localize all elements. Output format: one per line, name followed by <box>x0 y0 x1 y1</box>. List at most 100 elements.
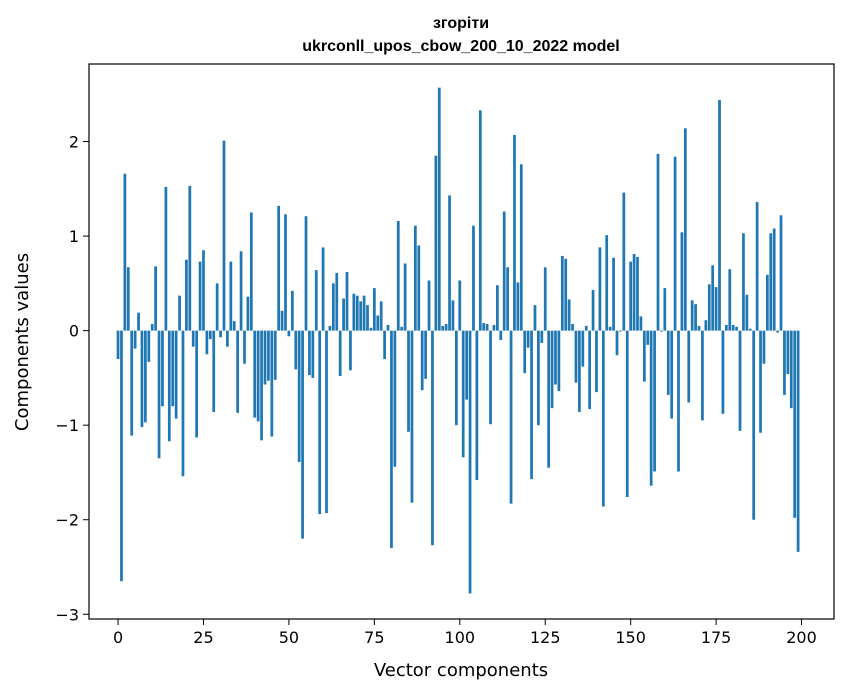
x-tick-label: 25 <box>193 628 213 647</box>
bar-110 <box>492 324 496 331</box>
x-tick-label: 0 <box>113 628 123 647</box>
bar-162 <box>670 330 674 419</box>
bar-45 <box>270 330 274 437</box>
bar-74 <box>369 327 373 331</box>
bar-86 <box>410 330 414 503</box>
bar-105 <box>475 330 479 481</box>
bar-57 <box>311 330 315 378</box>
bar-90 <box>424 330 427 379</box>
bar-106 <box>478 110 482 331</box>
bar-191 <box>769 233 773 331</box>
bar-172 <box>704 320 708 331</box>
bar-122 <box>533 305 537 331</box>
bar-158 <box>656 153 660 331</box>
bar-82 <box>396 220 400 331</box>
bar-173 <box>707 284 711 331</box>
bar-72 <box>362 295 366 331</box>
bar-184 <box>745 294 749 331</box>
bar-120 <box>526 330 530 348</box>
bar-87 <box>414 225 417 331</box>
bar-41 <box>256 330 260 422</box>
y-tick-label: 2 <box>69 133 79 152</box>
bar-190 <box>765 274 769 331</box>
bar-128 <box>554 330 557 385</box>
bar-169 <box>694 304 697 331</box>
chart-subtitle: ukrconll_upos_cbow_200_10_2022 model <box>302 38 619 55</box>
bar-76 <box>376 315 380 331</box>
x-tick-label: 175 <box>701 628 732 647</box>
bar-178 <box>724 324 728 331</box>
bar-20 <box>185 259 188 331</box>
bar-108 <box>485 324 489 331</box>
bar-60 <box>321 247 325 331</box>
bar-2 <box>123 173 127 331</box>
bar-155 <box>646 330 650 345</box>
bar-196 <box>786 330 790 375</box>
bar-44 <box>267 330 270 381</box>
bar-52 <box>294 330 298 370</box>
bar-10 <box>150 324 154 331</box>
bar-156 <box>649 330 653 486</box>
bar-16 <box>171 330 175 407</box>
bar-134 <box>574 330 578 383</box>
bar-84 <box>403 263 407 331</box>
bar-111 <box>496 285 499 331</box>
bar-85 <box>407 330 410 432</box>
bar-139 <box>591 289 595 331</box>
bar-42 <box>260 330 263 441</box>
bar-174 <box>711 265 715 331</box>
bar-95 <box>441 325 445 331</box>
bar-181 <box>735 326 738 331</box>
x-tick-label: 100 <box>445 628 476 647</box>
bar-199 <box>796 330 800 552</box>
bar-58 <box>314 270 318 331</box>
bar-54 <box>301 330 304 539</box>
x-tick-label: 50 <box>279 628 299 647</box>
bar-189 <box>762 330 766 364</box>
bar-66 <box>342 298 345 331</box>
bar-140 <box>595 330 598 393</box>
bar-7 <box>140 330 144 428</box>
bar-153 <box>639 316 643 331</box>
bar-168 <box>690 300 694 331</box>
bar-193 <box>776 330 779 333</box>
bar-24 <box>198 261 202 331</box>
bar-170 <box>697 325 701 331</box>
bar-88 <box>417 245 421 331</box>
bar-98 <box>451 300 455 331</box>
bar-30 <box>219 330 222 338</box>
bar-135 <box>578 330 581 412</box>
bar-96 <box>444 324 448 331</box>
bar-94 <box>437 87 441 331</box>
bar-19 <box>181 330 185 477</box>
bar-103 <box>468 330 472 594</box>
bar-118 <box>519 164 523 331</box>
y-tick-label: −2 <box>55 511 79 530</box>
bar-49 <box>284 214 287 331</box>
bar-159 <box>660 330 663 332</box>
bar-131 <box>564 258 568 331</box>
bar-124 <box>540 330 544 343</box>
bar-55 <box>304 216 308 331</box>
y-axis-label: Components values <box>12 253 33 431</box>
y-tick-label: 0 <box>69 322 79 341</box>
bar-43 <box>263 330 267 385</box>
bar-97 <box>448 195 451 331</box>
bar-29 <box>215 283 219 331</box>
bar-27 <box>208 330 212 340</box>
bar-176 <box>718 99 721 331</box>
bar-25 <box>202 250 205 331</box>
bar-0 <box>116 330 120 359</box>
bar-119 <box>523 330 527 374</box>
bar-141 <box>598 247 602 331</box>
bar-160 <box>663 288 667 331</box>
x-tick-label: 125 <box>530 628 561 647</box>
bar-165 <box>680 232 684 331</box>
bar-112 <box>499 330 503 341</box>
bar-9 <box>147 330 151 362</box>
bar-163 <box>673 156 677 331</box>
x-tick-label: 150 <box>615 628 646 647</box>
bar-31 <box>222 140 226 331</box>
bar-171 <box>701 330 704 421</box>
